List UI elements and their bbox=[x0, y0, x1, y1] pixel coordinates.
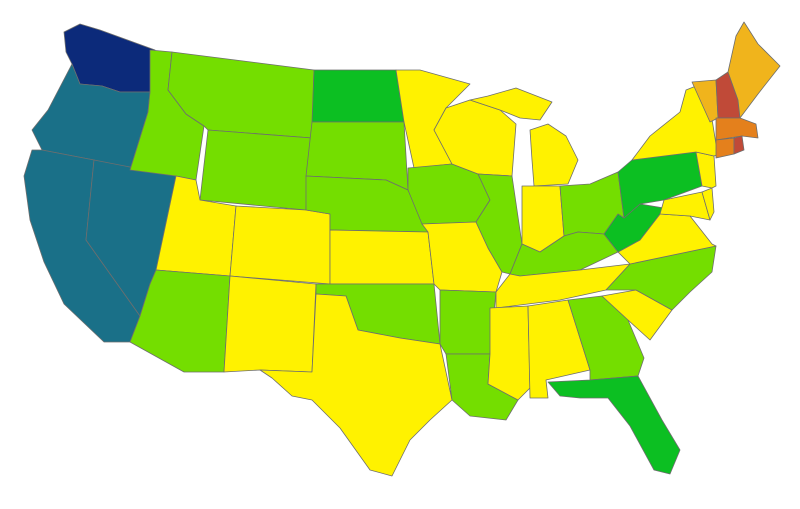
state-tx[interactable] bbox=[259, 293, 453, 477]
state-ct[interactable] bbox=[715, 137, 735, 159]
state-sc[interactable] bbox=[601, 289, 673, 341]
state-nd[interactable] bbox=[311, 69, 405, 123]
state-md[interactable] bbox=[659, 191, 711, 221]
state-ks[interactable] bbox=[329, 229, 435, 285]
state-mi[interactable] bbox=[469, 87, 553, 121]
state-wy[interactable] bbox=[199, 129, 313, 211]
state-fl[interactable] bbox=[547, 375, 681, 475]
state-nm[interactable] bbox=[223, 275, 317, 373]
state-ri[interactable] bbox=[733, 135, 745, 155]
state-me[interactable] bbox=[727, 21, 781, 119]
state-de[interactable] bbox=[701, 187, 715, 221]
state-il[interactable] bbox=[475, 173, 523, 275]
state-co[interactable] bbox=[229, 205, 331, 285]
state-mi-lower[interactable] bbox=[529, 123, 579, 187]
state-ar[interactable] bbox=[439, 289, 497, 355]
state-ms[interactable] bbox=[487, 305, 531, 401]
